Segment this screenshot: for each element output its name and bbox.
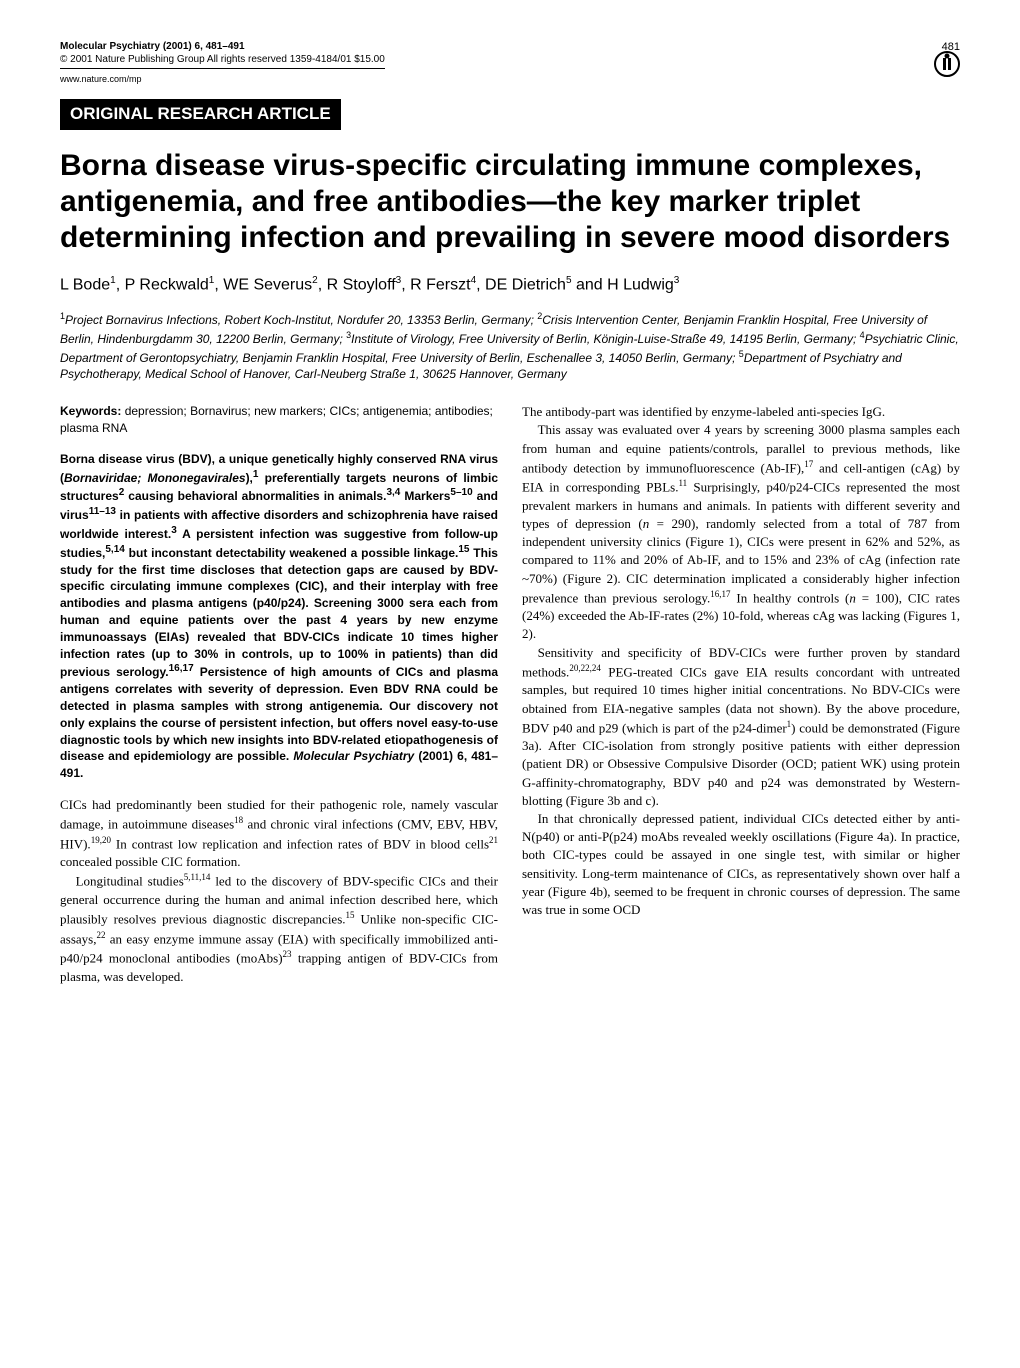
body-paragraph: In that chronically depressed patient, i… [522,810,960,919]
header-top: Molecular Psychiatry (2001) 6, 481–491 ©… [60,40,960,97]
npg-logo-icon [934,51,960,86]
keywords-block: Keywords: depression; Bornavirus; new ma… [60,403,498,437]
keywords-text: depression; Bornavirus; new markers; CIC… [60,404,493,435]
body-paragraph: Sensitivity and specificity of BDV-CICs … [522,644,960,810]
journal-info-block: Molecular Psychiatry (2001) 6, 481–491 ©… [60,40,385,97]
left-column: Keywords: depression; Bornavirus; new ma… [60,403,498,986]
authors-line: L Bode1, P Reckwald1, WE Severus2, R Sto… [60,274,960,296]
two-column-layout: Keywords: depression; Bornavirus; new ma… [60,403,960,986]
abstract: Borna disease virus (BDV), a unique gene… [60,451,498,782]
body-paragraph: Longitudinal studies5,11,14 led to the d… [60,871,498,985]
journal-url: www.nature.com/mp [60,73,385,85]
copyright-line: © 2001 Nature Publishing Group All right… [60,54,385,65]
header-rule [60,68,385,69]
journal-info: Molecular Psychiatry (2001) 6, 481–491 ©… [60,40,385,66]
journal-citation: Molecular Psychiatry (2001) 6, 481–491 [60,41,245,52]
body-paragraph: CICs had predominantly been studied for … [60,796,498,871]
right-column: The antibody-part was identified by enzy… [522,403,960,986]
section-header: ORIGINAL RESEARCH ARTICLE [60,99,341,130]
header-right: 481 [934,40,960,86]
affiliations: 1Project Bornavirus Infections, Robert K… [60,310,960,383]
keywords-label: Keywords: [60,404,121,418]
body-paragraph: This assay was evaluated over 4 years by… [522,421,960,643]
body-paragraph: The antibody-part was identified by enzy… [522,403,960,421]
article-title: Borna disease virus-specific circulating… [60,148,960,256]
